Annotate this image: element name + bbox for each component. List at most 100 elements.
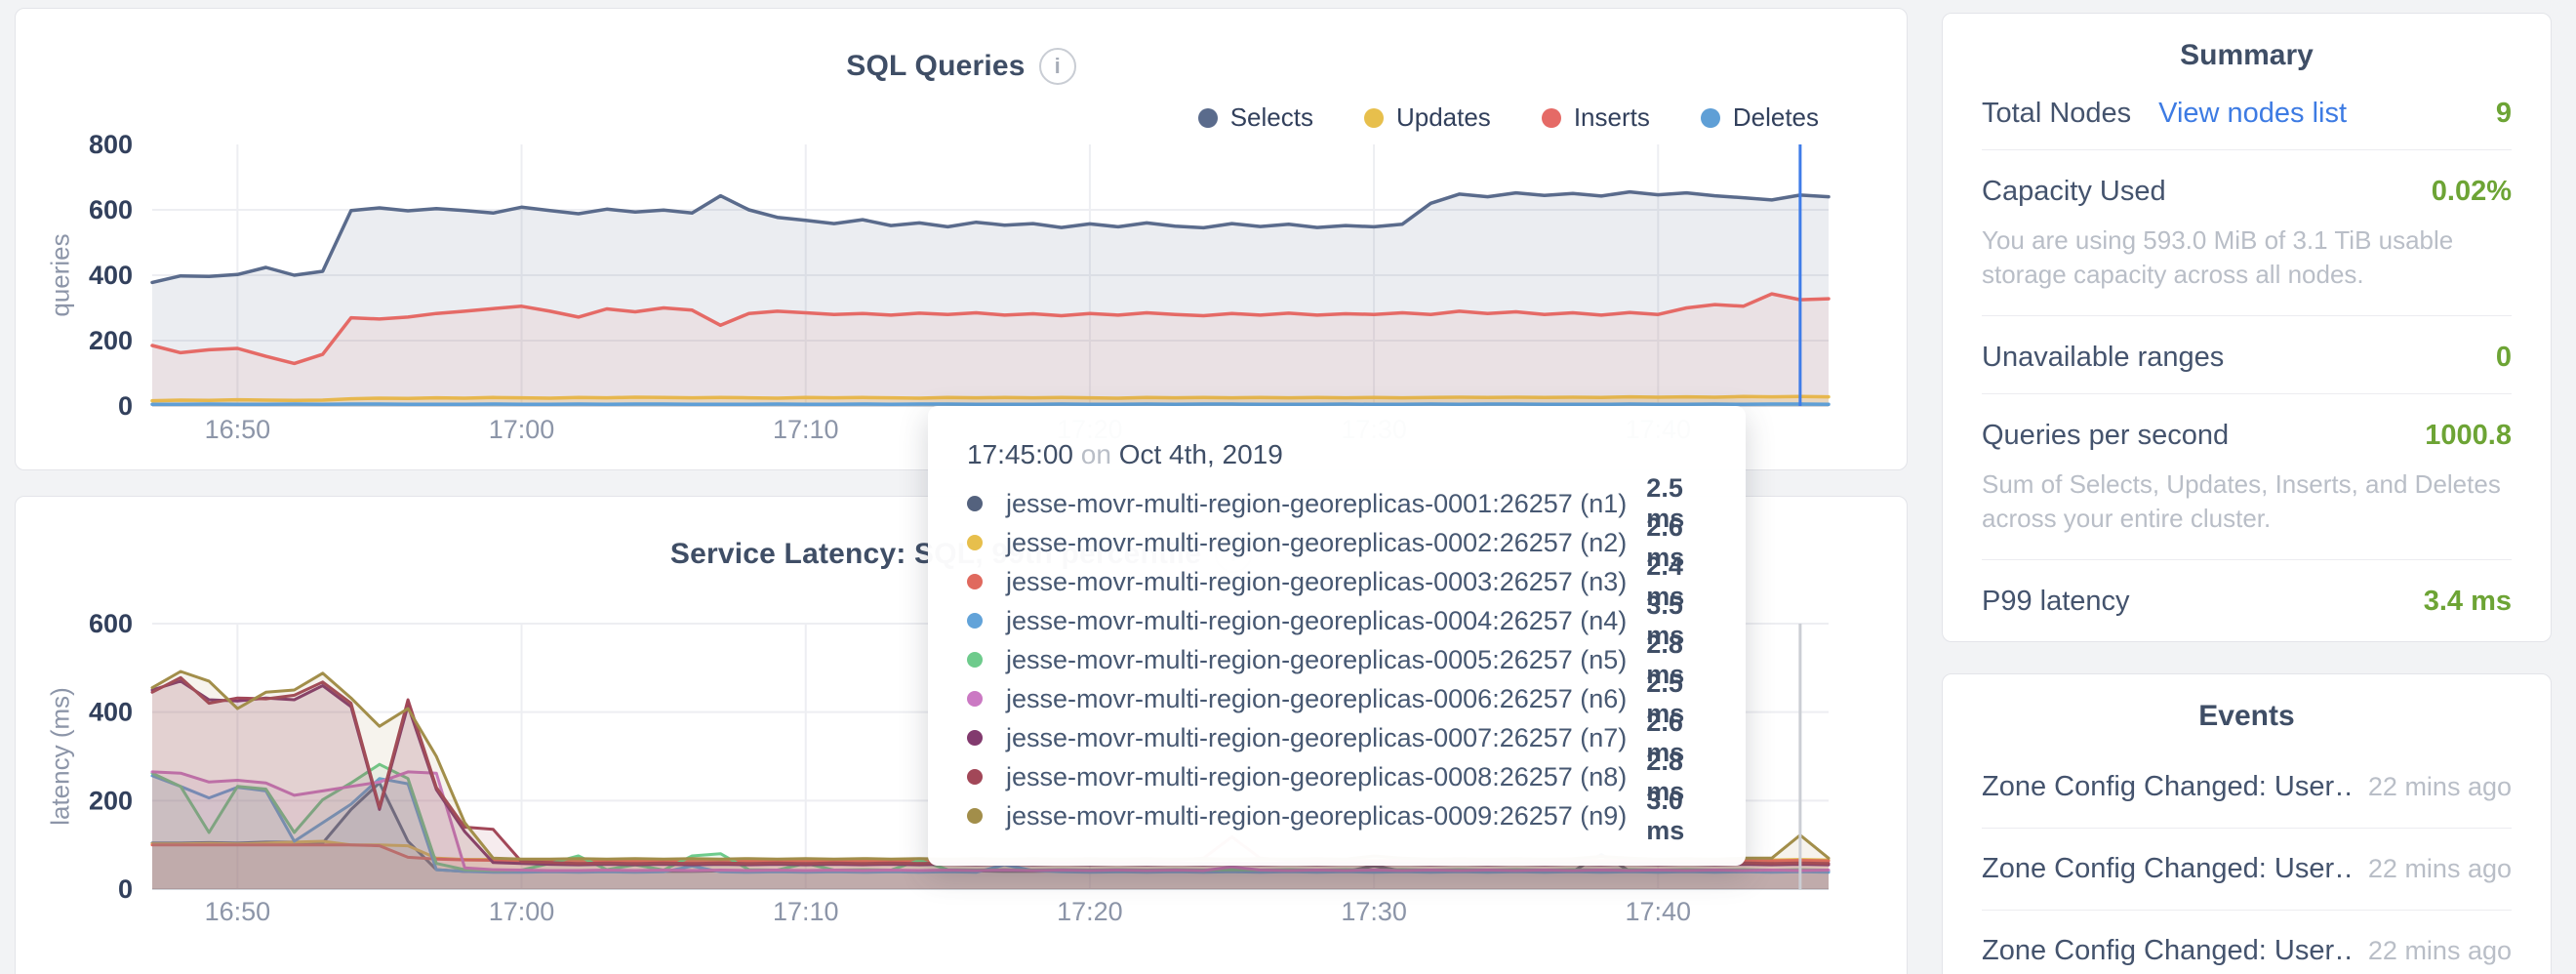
tooltip-row: jesse-movr-multi-region-georeplicas-0008… bbox=[967, 747, 1707, 806]
chart-hover-tooltip: 17:45:00 on Oct 4th, 2019 jesse-movr-mul… bbox=[928, 406, 1746, 866]
node-color-dot-icon bbox=[967, 652, 983, 668]
unavailable-ranges-value: 0 bbox=[2495, 342, 2512, 373]
deletes-dot-icon bbox=[1700, 107, 1720, 128]
view-nodes-list-link[interactable]: View nodes list bbox=[2158, 98, 2348, 129]
event-label: Zone Config Changed: User… bbox=[1982, 771, 2351, 802]
capacity-used-value: 0.02% bbox=[2431, 176, 2512, 207]
series-area-n9 bbox=[152, 671, 1829, 889]
series-line-Selects bbox=[150, 189, 1831, 285]
node-latency-value: 3.5 ms bbox=[1646, 590, 1685, 650]
node-color-dot-icon bbox=[967, 808, 983, 824]
node-color-dot-icon bbox=[967, 730, 983, 746]
y-tick-label: 0 bbox=[118, 391, 133, 421]
series-area-Selects bbox=[152, 191, 1829, 406]
node-color-dot-icon bbox=[967, 574, 983, 589]
summary-row-queries-per-second: Queries per second 1000.8 Sum of Selects… bbox=[1982, 394, 2512, 560]
unavailable-ranges-label: Unavailable ranges bbox=[1982, 342, 2225, 373]
tooltip-row: jesse-movr-multi-region-georeplicas-0006… bbox=[967, 669, 1707, 728]
node-color-dot-icon bbox=[967, 691, 983, 707]
event-row[interactable]: Zone Config Changed: User… 22 mins ago bbox=[1982, 911, 2512, 974]
x-tick-label: 17:10 bbox=[773, 415, 839, 444]
node-name: jesse-movr-multi-region-georeplicas-0006… bbox=[1006, 683, 1628, 713]
sql-queries-title: SQL Queries bbox=[846, 50, 1026, 82]
sql-queries-card: SQL Queries i Selects Updates Inserts De… bbox=[15, 8, 1908, 470]
node-name: jesse-movr-multi-region-georeplicas-0009… bbox=[1006, 800, 1628, 831]
legend-label: Deletes bbox=[1732, 102, 1819, 132]
series-line-Updates bbox=[150, 394, 1831, 403]
y-tick-label: 800 bbox=[89, 130, 133, 159]
sql-queries-title-row: SQL Queries i bbox=[16, 48, 1907, 85]
x-tick-label: 16:50 bbox=[205, 415, 271, 444]
x-tick-label: 17:30 bbox=[1341, 897, 1407, 926]
selects-dot-icon bbox=[1197, 107, 1218, 128]
event-row[interactable]: Zone Config Changed: User… 22 mins ago bbox=[1982, 747, 2512, 829]
summary-row-unavailable-ranges: Unavailable ranges 0 bbox=[1982, 316, 2512, 394]
series-area-n4 bbox=[152, 775, 1829, 889]
p99-latency-value: 3.4 ms bbox=[2423, 586, 2512, 617]
event-time: 22 mins ago bbox=[2367, 854, 2512, 883]
tooltip-row: jesse-movr-multi-region-georeplicas-0005… bbox=[967, 629, 1707, 689]
y-tick-label: 200 bbox=[89, 326, 133, 355]
event-row[interactable]: Zone Config Changed: User… 22 mins ago bbox=[1982, 829, 2512, 911]
event-label: Zone Config Changed: User… bbox=[1982, 935, 2351, 966]
series-line-Inserts bbox=[150, 292, 1831, 366]
node-name: jesse-movr-multi-region-georeplicas-0005… bbox=[1006, 644, 1628, 674]
legend-item-selects[interactable]: Selects bbox=[1197, 102, 1313, 133]
tooltip-row: jesse-movr-multi-region-georeplicas-0007… bbox=[967, 708, 1707, 767]
tooltip-row: jesse-movr-multi-region-georeplicas-0003… bbox=[967, 551, 1707, 611]
node-color-dot-icon bbox=[967, 496, 983, 511]
node-latency-value: 3.0 ms bbox=[1646, 786, 1685, 845]
tooltip-row: jesse-movr-multi-region-georeplicas-0002… bbox=[967, 512, 1707, 572]
x-tick-label: 17:40 bbox=[1625, 897, 1691, 926]
total-nodes-value: 9 bbox=[2495, 98, 2512, 129]
y-tick-label: 400 bbox=[89, 261, 133, 290]
x-tick-label: 16:50 bbox=[205, 897, 271, 926]
node-latency-value: 2.5 ms bbox=[1646, 669, 1685, 728]
node-name: jesse-movr-multi-region-georeplicas-0008… bbox=[1006, 761, 1628, 791]
events-title: Events bbox=[2198, 700, 2295, 732]
tooltip-time: 17:45:00 bbox=[967, 439, 1073, 469]
node-latency-value: 2.6 ms bbox=[1646, 708, 1685, 767]
series-area-n6 bbox=[152, 771, 1829, 889]
node-color-dot-icon bbox=[967, 613, 983, 629]
summary-row-p99-latency: P99 latency 3.4 ms bbox=[1982, 560, 2512, 637]
queries-per-second-label: Queries per second bbox=[1982, 420, 2230, 451]
capacity-used-subtext: You are using 593.0 MiB of 3.1 TiB usabl… bbox=[1982, 225, 2454, 289]
node-latency-value: 2.4 ms bbox=[1646, 551, 1685, 611]
event-time: 22 mins ago bbox=[2367, 936, 2512, 965]
capacity-used-label: Capacity Used bbox=[1982, 176, 2166, 207]
node-latency-value: 2.8 ms bbox=[1646, 629, 1685, 689]
tooltip-rows: jesse-movr-multi-region-georeplicas-0001… bbox=[967, 473, 1707, 845]
legend-item-inserts[interactable]: Inserts bbox=[1541, 102, 1650, 133]
y-tick-label: 600 bbox=[89, 195, 133, 224]
y-tick-label: 400 bbox=[89, 698, 133, 727]
legend-label: Inserts bbox=[1573, 102, 1650, 132]
summary-panel: Summary Total Nodes View nodes list 9 Ca… bbox=[1942, 13, 2552, 642]
event-time: 22 mins ago bbox=[2367, 772, 2512, 801]
total-nodes-label: Total Nodes bbox=[1982, 98, 2132, 129]
tooltip-on-word: on bbox=[1080, 439, 1111, 469]
sql-queries-chart[interactable]: 800600400200016:5017:0017:1017:2017:3017… bbox=[16, 9, 1907, 469]
summary-row-total-nodes: Total Nodes View nodes list 9 bbox=[1982, 72, 2512, 150]
legend-label: Updates bbox=[1395, 102, 1491, 132]
queries-per-second-value: 1000.8 bbox=[2425, 420, 2512, 451]
series-area-Inserts bbox=[152, 294, 1829, 406]
legend-item-deletes[interactable]: Deletes bbox=[1700, 102, 1819, 133]
y-tick-label: 200 bbox=[89, 786, 133, 815]
summary-row-capacity-used: Capacity Used 0.02% You are using 593.0 … bbox=[1982, 150, 2512, 316]
x-tick-label: 17:00 bbox=[489, 415, 555, 444]
summary-title: Summary bbox=[2180, 39, 2314, 71]
x-tick-label: 17:10 bbox=[773, 897, 839, 926]
series-area-n8 bbox=[152, 677, 1829, 889]
queries-per-second-subtext: Sum of Selects, Updates, Inserts, and De… bbox=[1982, 469, 2501, 533]
node-latency-value: 2.5 ms bbox=[1646, 473, 1685, 533]
tooltip-row: jesse-movr-multi-region-georeplicas-0004… bbox=[967, 590, 1707, 650]
series-area-n1 bbox=[152, 783, 1829, 889]
inserts-dot-icon bbox=[1541, 107, 1561, 128]
info-icon[interactable]: i bbox=[1038, 48, 1076, 85]
legend-label: Selects bbox=[1229, 102, 1313, 132]
legend-item-updates[interactable]: Updates bbox=[1363, 102, 1491, 133]
sql-chart-legend: Selects Updates Inserts Deletes bbox=[1197, 102, 1819, 133]
node-name: jesse-movr-multi-region-georeplicas-0002… bbox=[1006, 527, 1628, 557]
tooltip-row: jesse-movr-multi-region-georeplicas-0001… bbox=[967, 473, 1707, 533]
